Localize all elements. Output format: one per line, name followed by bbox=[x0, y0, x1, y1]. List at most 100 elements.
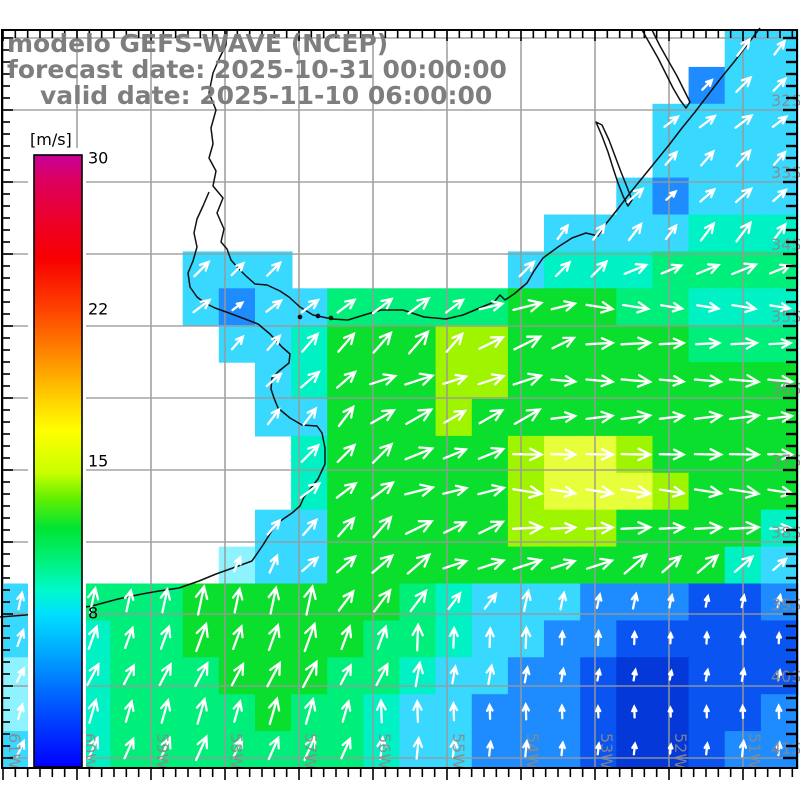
wind-arrow bbox=[703, 593, 711, 608]
wind-arrow bbox=[550, 558, 577, 570]
wind-arrow bbox=[372, 330, 393, 354]
wind-arrow bbox=[620, 410, 653, 424]
wind-arrow bbox=[590, 259, 609, 278]
wind-arrow bbox=[558, 629, 566, 646]
wind-arrow bbox=[302, 406, 318, 426]
wind-arrow bbox=[231, 586, 244, 614]
wind-arrow bbox=[266, 407, 281, 426]
wind-arrow bbox=[775, 592, 783, 609]
wind-arrow bbox=[448, 625, 459, 649]
wind-arrow bbox=[664, 150, 679, 166]
wind-arrow bbox=[266, 660, 282, 688]
wind-arrow bbox=[728, 521, 762, 535]
wind-arrow bbox=[736, 37, 752, 57]
wind-arrow bbox=[407, 296, 431, 315]
wind-arrow bbox=[485, 663, 496, 686]
wind-arrow bbox=[375, 698, 387, 724]
wind-arrow bbox=[738, 738, 748, 758]
lat-label: 37S bbox=[771, 451, 800, 470]
wind-arrow bbox=[703, 630, 710, 645]
wind-arrow bbox=[594, 628, 603, 647]
wind-arrow bbox=[485, 702, 494, 720]
wind-arrow bbox=[192, 298, 212, 314]
colorbar-gradient bbox=[33, 154, 83, 768]
wind-arrow bbox=[16, 702, 25, 721]
wind-arrow bbox=[518, 260, 536, 278]
wind-arrow bbox=[556, 223, 570, 241]
wind-arrow bbox=[520, 625, 532, 650]
wind-arrow bbox=[336, 298, 357, 314]
lat-label: 36S bbox=[771, 379, 800, 398]
wind-arrow bbox=[695, 337, 722, 350]
wind-arrow bbox=[550, 485, 578, 498]
wind-arrow bbox=[512, 485, 545, 499]
wind-arrow bbox=[404, 520, 435, 535]
wind-arrow bbox=[375, 662, 389, 687]
wind-arrow bbox=[592, 222, 606, 241]
wind-arrow bbox=[693, 410, 724, 424]
wind-arrow bbox=[336, 443, 357, 464]
wind-arrow bbox=[15, 666, 26, 683]
lon-label: 59W bbox=[153, 733, 172, 769]
wind-arrow bbox=[734, 187, 754, 204]
wind-arrow bbox=[620, 521, 653, 535]
wind-arrow bbox=[739, 593, 747, 609]
wind-arrow bbox=[371, 442, 394, 464]
axis-ticks bbox=[2, 30, 797, 780]
wind-arrow bbox=[521, 588, 532, 612]
colorbar-tick-label: 30 bbox=[88, 148, 109, 168]
wind-arrow bbox=[123, 588, 135, 613]
wind-arrow bbox=[661, 554, 683, 574]
wind-arrow bbox=[769, 302, 792, 313]
colorbar-unit-label: [m/s] bbox=[30, 130, 72, 149]
wind-arrow bbox=[667, 630, 674, 645]
island-dot bbox=[315, 313, 321, 319]
wind-arrow bbox=[302, 517, 319, 537]
wind-arrow bbox=[554, 260, 572, 278]
wind-arrow bbox=[663, 115, 680, 128]
wind-arrow bbox=[728, 485, 761, 499]
lon-label: 61W bbox=[5, 733, 24, 769]
island-dot bbox=[328, 315, 334, 321]
wind-arrow bbox=[623, 263, 649, 275]
wind-arrow bbox=[230, 661, 245, 687]
wind-arrow bbox=[232, 699, 243, 723]
wind-arrow bbox=[693, 448, 724, 461]
wind-arrow bbox=[511, 521, 545, 535]
wind-arrow bbox=[301, 556, 320, 573]
lon-label: 53W bbox=[597, 733, 616, 769]
wind-arrow bbox=[621, 301, 651, 314]
wind-arrow bbox=[771, 115, 789, 128]
wind-arrow bbox=[731, 301, 759, 314]
wind-arrow bbox=[630, 591, 639, 610]
wind-arrow bbox=[776, 667, 783, 682]
wind-arrow bbox=[558, 703, 566, 720]
wind-arrow bbox=[659, 301, 685, 313]
lat-label: 38S bbox=[771, 523, 800, 542]
wind-arrow bbox=[511, 447, 545, 462]
wind-arrow bbox=[703, 667, 711, 682]
lon-label: 51W bbox=[745, 733, 764, 769]
coast-path bbox=[595, 121, 633, 207]
wind-arrow bbox=[626, 187, 645, 204]
wind-arrow bbox=[300, 370, 321, 389]
wind-arrow bbox=[664, 223, 678, 241]
lon-label: 57W bbox=[301, 733, 320, 769]
wind-arrow bbox=[407, 329, 430, 355]
wind-arrow bbox=[733, 554, 755, 574]
wind-arrow bbox=[478, 520, 506, 535]
wind-arrow bbox=[631, 741, 638, 756]
wind-arrow bbox=[301, 332, 320, 353]
wind-arrow bbox=[550, 300, 578, 312]
wind-arrow bbox=[667, 668, 674, 681]
wind-arrow bbox=[159, 586, 172, 614]
wind-arrow bbox=[620, 374, 653, 388]
wind-arrow bbox=[595, 667, 602, 682]
wind-arrow bbox=[698, 114, 717, 129]
wind-arrow bbox=[372, 515, 393, 539]
coast-path bbox=[208, 27, 761, 321]
wind-arrow bbox=[696, 553, 720, 574]
wind-arrow bbox=[267, 622, 281, 652]
wind-arrow bbox=[230, 334, 245, 351]
wind-arrow bbox=[266, 334, 282, 352]
